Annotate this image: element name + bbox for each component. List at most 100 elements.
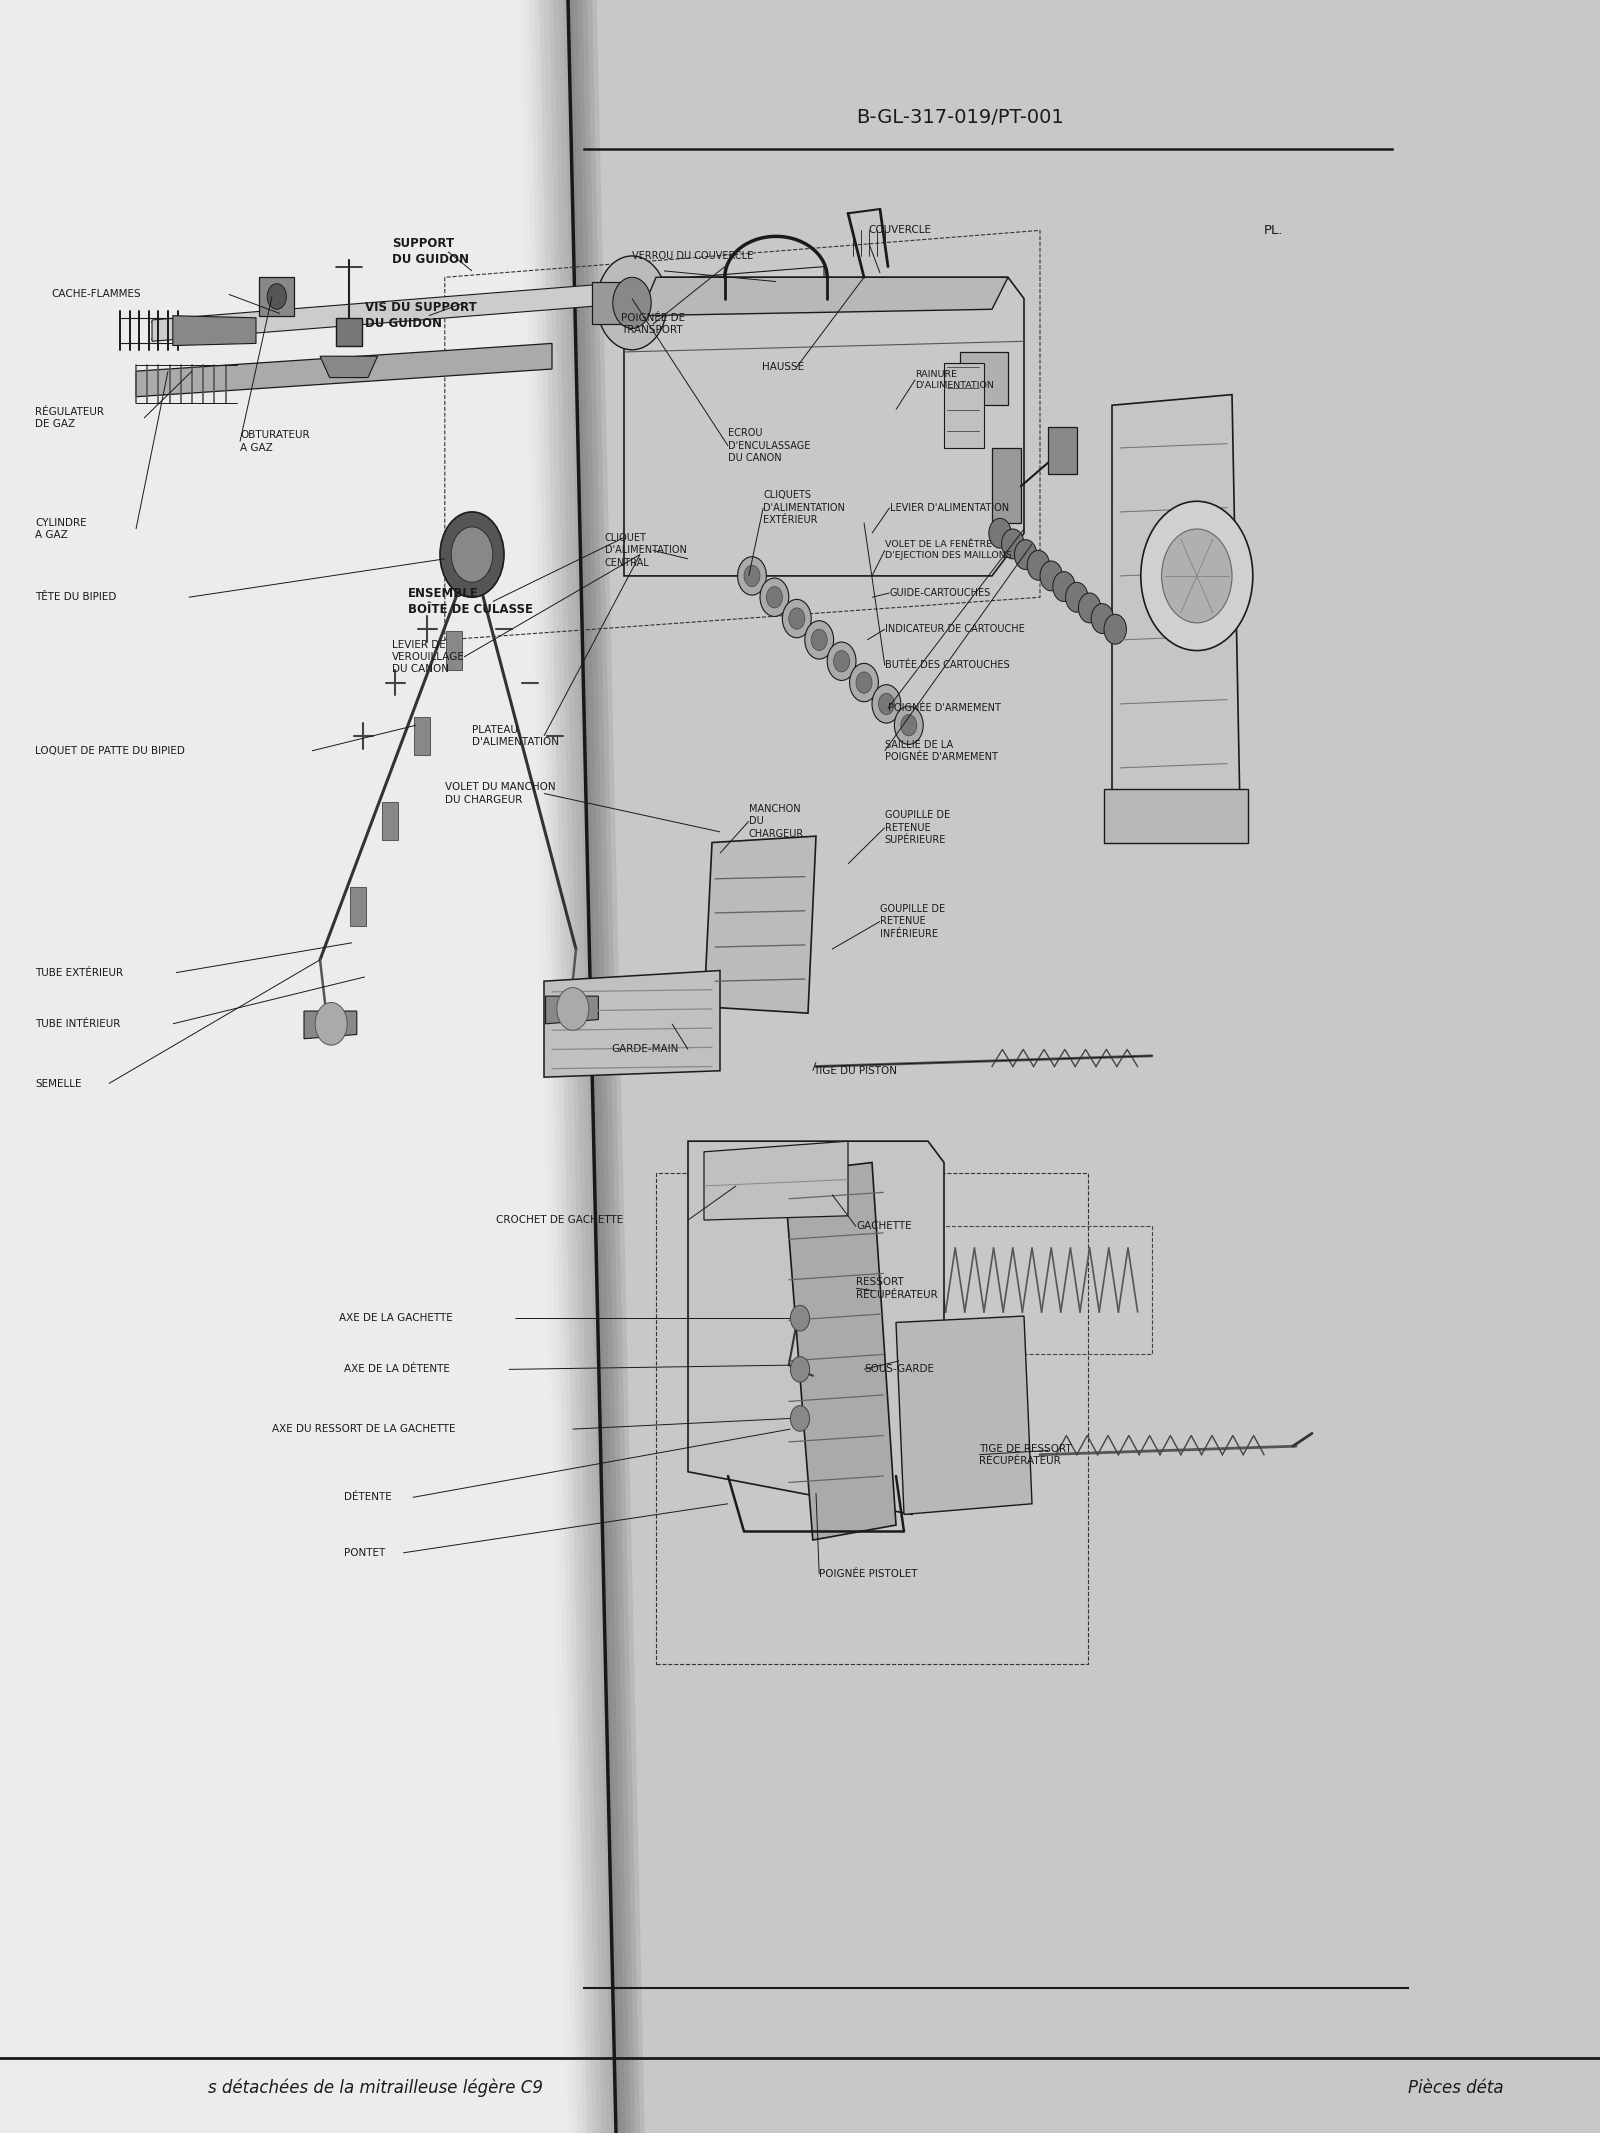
Polygon shape [304,1011,357,1039]
Circle shape [0,0,13,28]
Circle shape [691,446,742,514]
Circle shape [54,250,77,279]
Circle shape [91,1755,130,1807]
Circle shape [1360,787,1390,828]
Circle shape [1456,367,1475,395]
Circle shape [866,1442,922,1517]
Polygon shape [173,316,256,346]
Text: MANCHON
DU
CHARGEUR: MANCHON DU CHARGEUR [749,804,805,838]
Circle shape [1562,465,1570,476]
Circle shape [1338,992,1346,1003]
Circle shape [1208,653,1250,710]
Circle shape [405,1310,426,1337]
Circle shape [1416,2060,1472,2133]
Circle shape [1248,1668,1270,1698]
Text: s détachées de la mitrailleuse légère C9: s détachées de la mitrailleuse légère C9 [208,2080,542,2097]
Circle shape [834,627,870,676]
Circle shape [1534,996,1542,1009]
Circle shape [1213,1180,1274,1261]
Circle shape [1098,94,1146,160]
Circle shape [782,599,811,638]
Circle shape [190,58,197,68]
Circle shape [909,761,957,825]
Circle shape [150,282,166,303]
Circle shape [986,1962,1021,2011]
Circle shape [1426,0,1438,13]
Circle shape [1160,1979,1205,2039]
Polygon shape [568,0,645,2133]
Circle shape [506,0,566,79]
Circle shape [101,602,123,631]
Circle shape [867,1235,875,1246]
Circle shape [1437,516,1467,557]
Circle shape [1354,1143,1389,1188]
Polygon shape [704,836,816,1013]
Circle shape [1290,463,1317,499]
Circle shape [803,772,826,802]
Circle shape [915,561,952,610]
Circle shape [965,109,1014,177]
Text: RÉGULATEUR
DE GAZ: RÉGULATEUR DE GAZ [35,407,104,429]
Circle shape [589,141,651,226]
Circle shape [170,1572,206,1621]
Circle shape [450,1851,472,1883]
Circle shape [1014,1425,1050,1474]
Circle shape [986,92,1026,145]
Circle shape [10,811,70,894]
Circle shape [402,1704,454,1775]
Circle shape [405,1384,464,1463]
Circle shape [899,872,949,936]
Circle shape [392,1231,403,1246]
Circle shape [542,1290,557,1310]
Text: ECROU
D'ENCULASSAGE
DU CANON: ECROU D'ENCULASSAGE DU CANON [728,429,810,463]
Text: BUTÉE DES CARTOUCHES: BUTÉE DES CARTOUCHES [885,661,1010,670]
Text: GARDE-MAIN: GARDE-MAIN [611,1045,678,1054]
Circle shape [1002,529,1024,559]
Circle shape [1314,1514,1360,1576]
Circle shape [451,851,504,921]
Circle shape [80,535,141,614]
Circle shape [597,256,667,350]
Text: VERROU DU COUVERCLE: VERROU DU COUVERCLE [632,252,754,260]
Circle shape [1549,250,1571,279]
Circle shape [1011,1252,1018,1261]
Circle shape [1147,516,1192,576]
Circle shape [766,988,821,1060]
Polygon shape [896,1316,1032,1514]
Circle shape [1365,1502,1387,1529]
Circle shape [1520,1839,1549,1877]
Circle shape [822,4,866,62]
Circle shape [819,1832,834,1849]
Circle shape [1166,1450,1214,1514]
Circle shape [134,1787,149,1807]
Circle shape [1104,614,1126,644]
Circle shape [1174,1826,1187,1843]
Text: GOUPILLE DE
RETENUE
SUPÉRIEURE: GOUPILLE DE RETENUE SUPÉRIEURE [885,811,950,845]
Text: PL.: PL. [1264,224,1283,237]
Polygon shape [688,1141,944,1514]
Circle shape [1266,1950,1296,1990]
Circle shape [182,1220,202,1246]
Circle shape [1461,1645,1494,1689]
Circle shape [1552,1986,1576,2020]
Circle shape [1302,1327,1314,1344]
Circle shape [85,1743,130,1802]
Circle shape [866,105,917,175]
Circle shape [611,303,664,373]
Polygon shape [558,0,635,2133]
Circle shape [344,1595,382,1647]
Circle shape [774,92,816,147]
Circle shape [112,11,147,58]
Circle shape [1258,1636,1312,1709]
Circle shape [1379,235,1408,273]
Circle shape [1310,798,1333,828]
Circle shape [1208,442,1267,520]
Circle shape [99,921,112,939]
Circle shape [1422,887,1435,907]
Circle shape [664,1811,678,1830]
Circle shape [8,1472,51,1529]
Circle shape [1288,1502,1333,1561]
Circle shape [736,1316,790,1389]
Circle shape [1008,186,1014,194]
Circle shape [1578,1367,1600,1406]
